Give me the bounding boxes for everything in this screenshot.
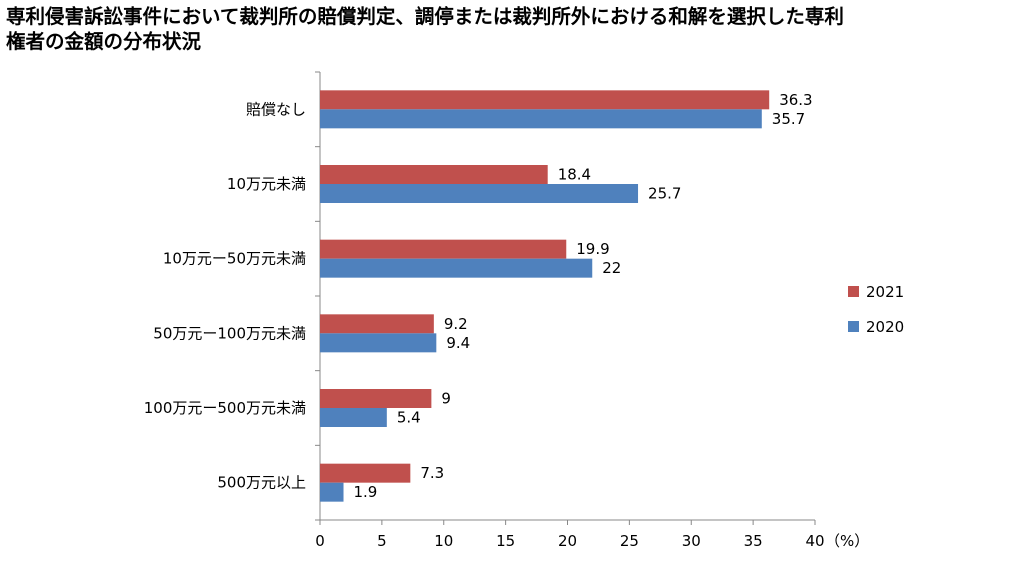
x-tick-label: 25 bbox=[620, 532, 639, 550]
value-label-2020: 22 bbox=[602, 259, 621, 277]
x-axis-unit: （%） bbox=[825, 532, 869, 550]
value-label-2021: 9 bbox=[441, 390, 451, 408]
x-tick-label: 20 bbox=[558, 532, 577, 550]
category-label: 500万元以上 bbox=[217, 474, 306, 492]
bar-2021 bbox=[320, 389, 432, 408]
legend-swatch-2021 bbox=[848, 286, 859, 297]
x-tick-label: 15 bbox=[496, 532, 515, 550]
value-label-2021: 7.3 bbox=[420, 464, 444, 482]
chart-title-line-2: 権者の金額の分布状況 bbox=[6, 30, 202, 53]
value-label-2021: 9.2 bbox=[444, 315, 468, 333]
chart-title: 専利侵害訴訟事件において裁判所の賠償判定、調停または裁判所外における和解を選択し… bbox=[6, 4, 1018, 54]
value-label-2020: 5.4 bbox=[397, 409, 421, 427]
bar-2020 bbox=[320, 184, 639, 203]
x-tick-label: 5 bbox=[377, 532, 387, 550]
bar-2020 bbox=[320, 408, 387, 427]
category-label: 10万元未満 bbox=[227, 175, 306, 193]
bar-2021 bbox=[320, 314, 434, 334]
bar-2021 bbox=[320, 463, 411, 483]
x-tick-label: 35 bbox=[744, 532, 763, 550]
value-label-2020: 25.7 bbox=[648, 185, 681, 203]
x-tick-label: 0 bbox=[315, 532, 325, 550]
value-label-2020: 35.7 bbox=[772, 110, 805, 128]
category-label: 賠償なし bbox=[246, 100, 306, 118]
bar-2021 bbox=[320, 165, 548, 184]
x-tick-label: 10 bbox=[434, 532, 453, 550]
x-tick-label: 40 bbox=[805, 532, 824, 550]
value-label-2021: 36.3 bbox=[779, 91, 812, 109]
legend-label-2021: 2021 bbox=[866, 283, 904, 301]
bar-2020 bbox=[320, 258, 593, 278]
bar-2021 bbox=[320, 239, 567, 259]
value-label-2021: 18.4 bbox=[558, 166, 591, 184]
category-label: 100万元ー500万元未満 bbox=[144, 399, 306, 417]
legend-swatch-2020 bbox=[848, 321, 859, 332]
chart-title-line-1: 専利侵害訴訟事件において裁判所の賠償判定、調停または裁判所外における和解を選択し… bbox=[6, 5, 844, 28]
bar-2020 bbox=[320, 482, 344, 502]
x-tick-label: 30 bbox=[682, 532, 701, 550]
legend-label-2020: 2020 bbox=[866, 318, 904, 336]
bar-2020 bbox=[320, 333, 437, 353]
bar-2021 bbox=[320, 90, 770, 110]
category-label: 10万元ー50万元未満 bbox=[163, 250, 306, 268]
value-label-2020: 1.9 bbox=[354, 483, 378, 501]
value-label-2021: 19.9 bbox=[576, 240, 609, 258]
bar-2020 bbox=[320, 109, 762, 129]
value-label-2020: 9.4 bbox=[446, 334, 470, 352]
category-label: 50万元ー100万元未満 bbox=[153, 324, 306, 342]
